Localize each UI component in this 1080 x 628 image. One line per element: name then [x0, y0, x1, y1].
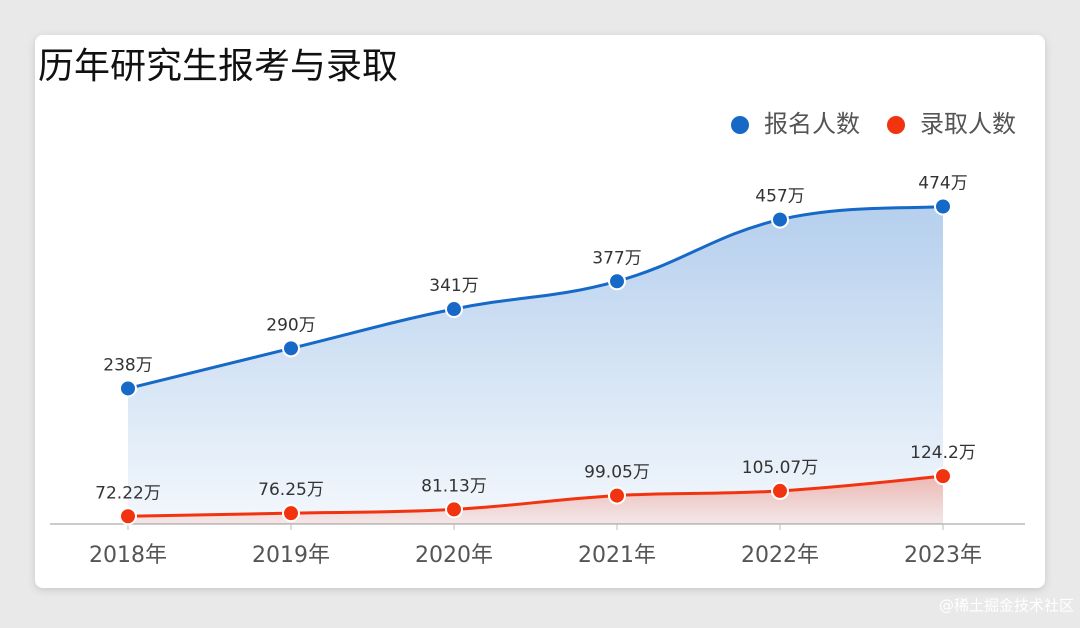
chart-title: 历年研究生报考与录取 [38, 46, 398, 87]
data-label: 105.07万 [742, 458, 818, 478]
legend-marker [731, 116, 749, 134]
point [119, 507, 137, 526]
data-label: 76.25万 [258, 480, 324, 500]
data-label: 72.22万 [95, 483, 161, 503]
point [608, 272, 626, 291]
x-tick-label: 2020年 [415, 543, 493, 568]
data-label: 290万 [266, 315, 315, 335]
point [771, 210, 789, 229]
point [771, 481, 789, 500]
point [608, 486, 626, 505]
line [127, 204, 944, 390]
area [128, 476, 943, 524]
data-label: 81.13万 [421, 476, 487, 496]
watermark: @稀土掘金技术社区 [939, 597, 1074, 615]
legend-label: 报名人数 [764, 110, 860, 138]
data-label: 124.2万 [910, 443, 976, 463]
x-tick-label: 2021年 [578, 543, 656, 568]
point [934, 197, 952, 216]
data-label: 457万 [755, 187, 804, 207]
x-tick-label: 2022年 [741, 543, 819, 568]
data-label: 341万 [429, 276, 478, 296]
point [282, 339, 300, 358]
x-tick-label: 2018年 [89, 543, 167, 568]
data-label: 238万 [103, 355, 152, 375]
data-label: 377万 [592, 248, 641, 268]
data-label: 99.05万 [584, 463, 650, 483]
point [445, 300, 463, 319]
x-tick-label: 2023年 [904, 543, 982, 568]
data-label: 474万 [918, 173, 967, 193]
point [934, 467, 952, 486]
legend-marker [887, 116, 905, 134]
point [445, 500, 463, 519]
point [282, 504, 300, 523]
legend-label: 录取人数 [920, 110, 1016, 138]
x-tick-label: 2019年 [252, 543, 330, 568]
line [127, 474, 944, 518]
area [128, 206, 943, 524]
point [119, 379, 137, 398]
